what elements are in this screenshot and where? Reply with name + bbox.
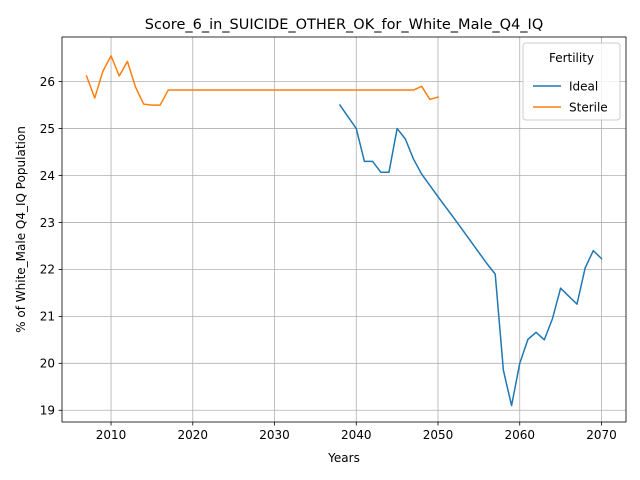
x-tick-label: 2040 — [341, 428, 372, 442]
x-tick-label: 2030 — [259, 428, 290, 442]
y-tick-label: 19 — [40, 404, 55, 418]
y-axis-label: % of White_Male Q4_IQ Population — [14, 126, 28, 333]
y-tick-label: 24 — [40, 169, 55, 183]
plot-frame — [61, 36, 627, 423]
x-axis-label: Years — [327, 451, 360, 465]
series-line-ideal — [338, 104, 603, 407]
series-line-sterile — [85, 55, 439, 106]
legend-label-ideal: Ideal — [569, 79, 598, 93]
y-tick-label: 22 — [40, 263, 55, 277]
chart-title: Score_6_in_SUICIDE_OTHER_OK_for_White_Ma… — [145, 17, 543, 33]
legend: Fertility Ideal Sterile — [522, 42, 621, 121]
x-tick-label: 2020 — [178, 428, 209, 442]
legend-entries: Ideal Sterile — [533, 79, 608, 114]
x-tick-label: 2070 — [586, 428, 617, 442]
legend-label-sterile: Sterile — [569, 100, 608, 114]
y-tick-label: 21 — [40, 310, 55, 324]
y-tick-label: 25 — [40, 122, 55, 136]
y-tick-label: 23 — [40, 216, 55, 230]
y-tick-label: 26 — [40, 75, 55, 89]
series-lines — [85, 55, 603, 407]
x-tick-label: 2060 — [504, 428, 535, 442]
y-axis-ticks: 19 20 21 22 23 24 25 26 — [40, 75, 62, 418]
y-tick-label: 20 — [40, 357, 55, 371]
grid-lines — [62, 37, 626, 422]
legend-box — [522, 42, 621, 121]
legend-title: Fertility — [549, 51, 594, 65]
x-axis-ticks: 2010 2020 2030 2040 2050 2060 2070 — [96, 422, 617, 442]
x-tick-label: 2010 — [96, 428, 127, 442]
x-tick-label: 2050 — [423, 428, 454, 442]
